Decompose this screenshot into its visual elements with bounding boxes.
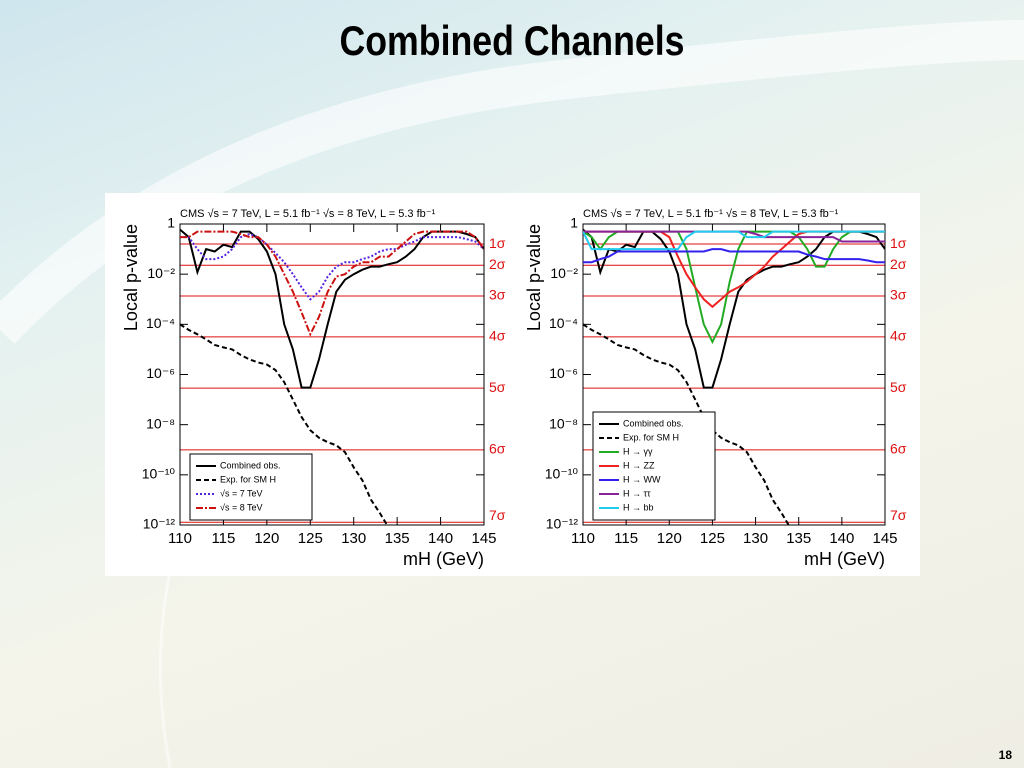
legend-label: H → ZZ bbox=[623, 460, 655, 470]
sigma-label: 6σ bbox=[489, 441, 506, 457]
slide-title: Combined Channels bbox=[339, 18, 684, 64]
legend-label: Exp. for SM H bbox=[623, 432, 679, 442]
y-tick-label: 10⁻¹² bbox=[143, 516, 176, 532]
x-tick-label: 140 bbox=[428, 530, 453, 547]
legend-label: Combined obs. bbox=[623, 418, 684, 428]
y-tick-label: 10⁻² bbox=[550, 265, 578, 281]
chart: CMS √s = 7 TeV, L = 5.1 fb⁻¹ √s = 8 TeV,… bbox=[524, 208, 907, 569]
x-tick-label: 110 bbox=[571, 530, 595, 547]
x-tick-label: 115 bbox=[211, 530, 235, 547]
sigma-label: 2σ bbox=[489, 256, 506, 272]
legend-label: H → WW bbox=[623, 474, 661, 484]
x-tick-label: 130 bbox=[341, 530, 366, 547]
y-tick-label: 1 bbox=[570, 215, 578, 231]
y-tick-label: 10⁻⁶ bbox=[146, 365, 175, 381]
chart-header: CMS √s = 7 TeV, L = 5.1 fb⁻¹ √s = 8 TeV,… bbox=[180, 208, 436, 220]
x-tick-label: 145 bbox=[471, 530, 496, 547]
chart-header: CMS √s = 7 TeV, L = 5.1 fb⁻¹ √s = 8 TeV,… bbox=[583, 208, 839, 220]
y-tick-label: 10⁻¹⁰ bbox=[545, 466, 579, 482]
legend-label: H → ττ bbox=[623, 488, 651, 498]
legend-label: Exp. for SM H bbox=[220, 474, 276, 484]
y-tick-label: 10⁻¹⁰ bbox=[142, 466, 176, 482]
chart: CMS √s = 7 TeV, L = 5.1 fb⁻¹ √s = 8 TeV,… bbox=[121, 208, 506, 569]
series-line bbox=[583, 248, 885, 264]
y-tick-label: 10⁻⁶ bbox=[549, 365, 578, 381]
x-tick-label: 135 bbox=[786, 530, 811, 547]
x-tick-label: 120 bbox=[657, 530, 682, 547]
y-tick-label: 10⁻² bbox=[147, 265, 175, 281]
x-tick-label: 140 bbox=[829, 530, 854, 547]
sigma-label: 2σ bbox=[890, 256, 907, 272]
legend-label: √s = 8 TeV bbox=[220, 502, 263, 512]
legend-label: √s = 7 TeV bbox=[220, 488, 263, 498]
sigma-label: 6σ bbox=[890, 441, 907, 457]
x-tick-label: 130 bbox=[743, 530, 768, 547]
y-tick-label: 10⁻⁸ bbox=[146, 415, 175, 431]
slide-number: 18 bbox=[999, 748, 1013, 762]
series-line bbox=[180, 323, 389, 525]
legend-label: Combined obs. bbox=[220, 460, 281, 470]
sigma-label: 1σ bbox=[890, 235, 907, 251]
y-tick-label: 1 bbox=[167, 215, 175, 231]
sigma-label: 7σ bbox=[890, 507, 907, 523]
x-tick-label: 135 bbox=[385, 530, 410, 547]
sigma-label: 4σ bbox=[489, 328, 506, 344]
sigma-label: 5σ bbox=[890, 379, 907, 395]
y-tick-label: 10⁻⁴ bbox=[549, 315, 578, 331]
x-axis-label: mH (GeV) bbox=[403, 549, 484, 569]
y-axis-label: Local p-value bbox=[121, 224, 141, 331]
x-tick-label: 125 bbox=[298, 530, 323, 547]
series-line bbox=[180, 230, 484, 337]
plot-frame bbox=[582, 223, 886, 526]
sigma-label: 5σ bbox=[489, 379, 506, 395]
sigma-label: 3σ bbox=[890, 287, 907, 303]
y-tick-label: 10⁻⁸ bbox=[549, 415, 578, 431]
x-tick-label: 125 bbox=[700, 530, 725, 547]
sigma-label: 4σ bbox=[890, 328, 907, 344]
series-line bbox=[583, 230, 885, 251]
legend-label: H → γγ bbox=[623, 446, 653, 456]
sigma-label: 7σ bbox=[489, 507, 506, 523]
legend-label: H → bb bbox=[623, 502, 654, 512]
x-tick-label: 120 bbox=[254, 530, 279, 547]
x-tick-label: 115 bbox=[614, 530, 638, 547]
y-axis-label: Local p-value bbox=[524, 224, 544, 331]
x-tick-label: 110 bbox=[168, 530, 192, 547]
plot-frame bbox=[179, 223, 485, 526]
x-axis-label: mH (GeV) bbox=[804, 549, 885, 569]
sigma-label: 1σ bbox=[489, 235, 506, 251]
sigma-label: 3σ bbox=[489, 287, 506, 303]
x-tick-label: 145 bbox=[872, 530, 897, 547]
series-line bbox=[583, 323, 790, 525]
y-tick-label: 10⁻⁴ bbox=[146, 315, 175, 331]
series-line bbox=[180, 232, 484, 301]
y-tick-label: 10⁻¹² bbox=[546, 516, 579, 532]
